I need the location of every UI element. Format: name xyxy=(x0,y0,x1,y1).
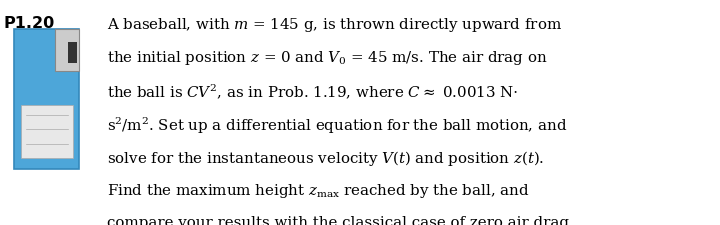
Text: Find the maximum height $z_{\mathrm{max}}$ reached by the ball, and: Find the maximum height $z_{\mathrm{max}… xyxy=(107,182,529,200)
FancyBboxPatch shape xyxy=(55,29,79,71)
FancyBboxPatch shape xyxy=(21,105,73,158)
FancyBboxPatch shape xyxy=(14,29,79,169)
Text: s$^{2}$/m$^{2}$. Set up a differential equation for the ball motion, and: s$^{2}$/m$^{2}$. Set up a differential e… xyxy=(107,116,567,136)
Text: the ball is $CV^{2}$, as in Prob. 1.19, where $C \approx$ 0.0013 N$\cdot$: the ball is $CV^{2}$, as in Prob. 1.19, … xyxy=(107,82,518,101)
Text: solve for the instantaneous velocity $V(t)$ and position $z(t)$.: solve for the instantaneous velocity $V(… xyxy=(107,149,544,168)
Text: P1.20: P1.20 xyxy=(4,16,55,31)
Text: the initial position $z$ = 0 and $V_{\mathrm{0}}$ = 45 m/s. The air drag on: the initial position $z$ = 0 and $V_{\ma… xyxy=(107,49,547,67)
Text: A baseball, with $m$ = 145 g, is thrown directly upward from: A baseball, with $m$ = 145 g, is thrown … xyxy=(107,16,562,34)
Text: compare your results with the classical case of zero air drag.: compare your results with the classical … xyxy=(107,216,573,225)
FancyBboxPatch shape xyxy=(68,42,78,63)
